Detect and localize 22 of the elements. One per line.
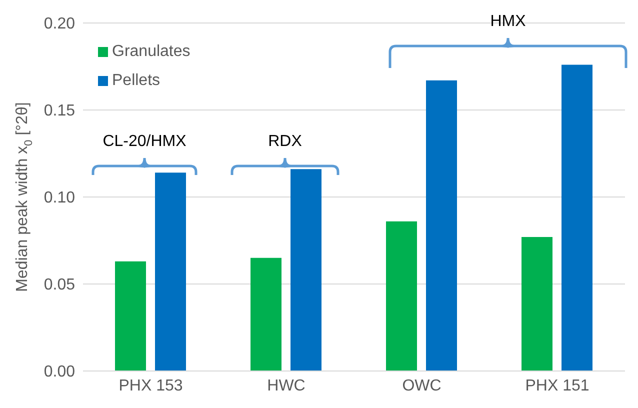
x-tick-label: PHX 151 [525,377,590,394]
bar [426,80,457,371]
bar [290,169,322,371]
annotation: RDX [268,133,302,150]
y-tick-label: 0.15 [44,102,76,120]
bar [250,258,282,371]
annotation: CL-20/HMX [102,133,187,150]
bar [386,221,417,371]
y-tick-label: 0.20 [44,16,76,33]
y-tick-label: 0.10 [44,190,76,207]
bar [155,172,186,371]
y-tick-label: 0.05 [44,276,76,294]
legend-label: Pellets [112,72,160,90]
x-tick-label: PHX 153 [118,377,183,394]
bar [115,261,146,371]
bar [522,237,552,371]
legend-label: Granulates [112,43,190,60]
bar [562,64,592,371]
x-tick-label: HWC [267,377,306,394]
annotation: HMX [490,13,526,30]
x-tick-label: OWC [402,377,442,394]
y-tick-label: 0.00 [44,364,76,381]
